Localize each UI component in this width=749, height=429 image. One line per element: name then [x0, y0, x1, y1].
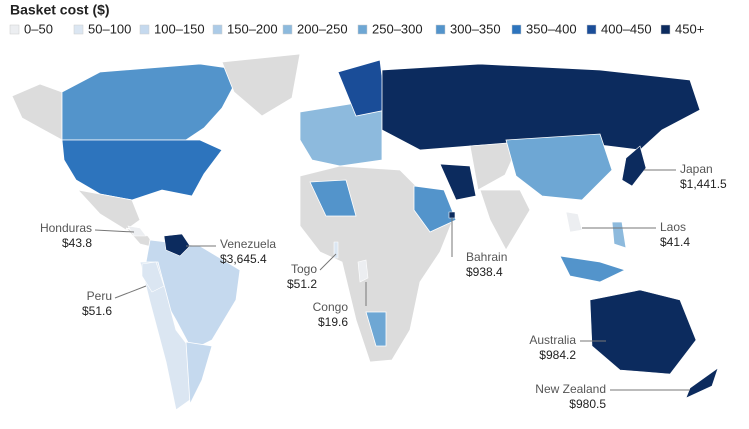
- country: [448, 211, 456, 219]
- country-label: Honduras: [40, 221, 92, 235]
- canada: [61, 63, 243, 141]
- philippines: [611, 221, 627, 249]
- argentina: [185, 341, 213, 406]
- country: [357, 259, 369, 283]
- legend-label: 400–450: [601, 21, 652, 36]
- legend-label: 150–200: [227, 21, 278, 36]
- value-label: $1,441.5: [680, 177, 727, 191]
- alaska: [11, 83, 63, 141]
- country: [163, 233, 191, 257]
- china: [505, 133, 613, 201]
- country-label: Japan: [680, 162, 713, 176]
- value-label: $19.6: [318, 315, 348, 329]
- legend-swatch: [511, 24, 522, 35]
- legend-label: 200–250: [297, 21, 348, 36]
- country: [127, 225, 147, 237]
- legend-swatch: [282, 24, 293, 35]
- legend-swatch: [586, 24, 597, 35]
- country-label: Peru: [87, 289, 112, 303]
- country: [685, 367, 719, 399]
- russia: [381, 63, 701, 151]
- legend-label: 0–50: [24, 21, 53, 36]
- india: [479, 189, 531, 251]
- country-label: Congo: [313, 300, 349, 314]
- legend-swatch: [73, 24, 84, 35]
- namibia: [365, 311, 387, 347]
- base-map: [11, 53, 701, 411]
- legend-swatch: [9, 24, 20, 35]
- saudi-arabia: [413, 185, 457, 233]
- legend-label: 350–400: [526, 21, 577, 36]
- value-label: $43.8: [62, 236, 92, 250]
- algeria: [309, 179, 357, 217]
- value-label: $3,645.4: [220, 252, 267, 266]
- country: [333, 241, 339, 259]
- legend-swatch: [660, 24, 671, 35]
- country: [141, 261, 165, 293]
- value-label: $938.4: [466, 265, 503, 279]
- greenland: [221, 53, 301, 117]
- leader-line: [94, 229, 135, 233]
- mexico: [76, 189, 141, 231]
- legend-swatch: [139, 24, 150, 35]
- usa: [61, 139, 223, 201]
- legend-label: 450+: [675, 21, 704, 36]
- iran: [439, 163, 477, 201]
- legend-label: 300–350: [450, 21, 501, 36]
- leader-line: [319, 253, 337, 271]
- value-label: $980.5: [569, 397, 606, 411]
- country-label: Togo: [291, 262, 317, 276]
- central-asia: [469, 141, 521, 191]
- legend-swatch: [357, 24, 368, 35]
- country: [621, 145, 647, 187]
- value-label: $984.2: [539, 348, 576, 362]
- country: [565, 211, 583, 233]
- country-label: New Zealand: [535, 382, 606, 396]
- legend-title: Basket cost ($): [10, 2, 110, 18]
- value-label: $51.2: [287, 277, 317, 291]
- indonesia: [559, 255, 627, 283]
- country-label: Bahrain: [466, 250, 507, 264]
- value-label: $41.4: [660, 235, 690, 249]
- country-label: Australia: [529, 333, 576, 347]
- legend-swatch: [435, 24, 446, 35]
- legend-label: 250–300: [372, 21, 423, 36]
- country: [589, 289, 697, 375]
- legend-label: 100–150: [154, 21, 205, 36]
- leader-line: [114, 285, 147, 299]
- legend-label: 50–100: [88, 21, 131, 36]
- country-label: Laos: [660, 220, 686, 234]
- value-label: $51.6: [82, 304, 112, 318]
- legend-swatch: [212, 24, 223, 35]
- country-label: Venezuela: [220, 237, 276, 251]
